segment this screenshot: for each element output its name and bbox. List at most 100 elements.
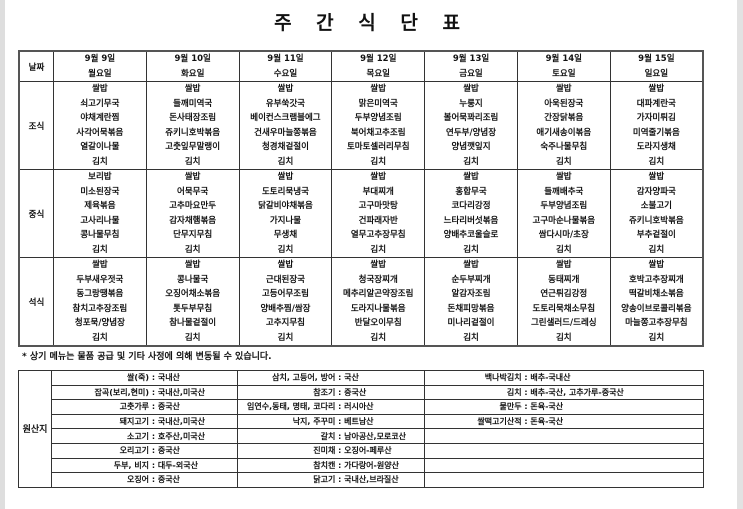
origin-country: 중국산 bbox=[157, 475, 180, 485]
day-header: 9월 10일 화요일 bbox=[145, 50, 240, 82]
menu-cell: 쌀밥 홍합무국 코다리강정 느타리버섯볶음 양배추코울슬로 김치 bbox=[424, 169, 518, 258]
menu-item: 쌀밥 bbox=[92, 260, 108, 270]
origin-cell: 백나박김치 : 배추-국내산 bbox=[423, 370, 705, 386]
origin-label: 원산지 bbox=[17, 370, 53, 488]
weekday: 목요일 bbox=[366, 68, 390, 79]
menu-item: 누룽지 bbox=[459, 98, 483, 109]
menu-item: 쌀밥 bbox=[555, 84, 572, 94]
origin-cell: 돼지고기 : 국내산,미국산 bbox=[51, 413, 239, 430]
day-header: 9월 15일 일요일 bbox=[609, 50, 704, 82]
menu-cell: 쌀밥 맑은미역국 두부양념조림 북어채고추조림 토마토셀러리무침 김치 bbox=[331, 81, 426, 170]
ingredient: 잡곡(보리,현미) bbox=[94, 387, 150, 397]
separator: : bbox=[149, 387, 158, 397]
origin-cell: 두부, 비지 : 대두-외국산 bbox=[51, 457, 239, 474]
origin-cell: 물만두 : 돈육-국산 bbox=[423, 399, 705, 415]
menu-item: 동태찌개 bbox=[548, 274, 580, 285]
ingredient: 닭고기 bbox=[313, 475, 336, 485]
menu-item: 김치 bbox=[277, 332, 294, 343]
origin-country: 배추-국내산 bbox=[530, 373, 571, 383]
menu-cell: 쌀밥 청국장찌개 메추리알곤약장조림 도라지나물볶음 반달오이무침 김치 bbox=[331, 257, 426, 347]
menu-item: 북어채고추조림 bbox=[350, 127, 406, 138]
meal-row-0: 조식 쌀밥 쇠고기무국 야채계란찜 사각어묵볶음 열갈이나물 김치 쌀밥 들깨미역국 돈사태장조림… bbox=[18, 81, 704, 170]
meal-label: 석식 bbox=[18, 257, 54, 347]
ingredient: 진미채 bbox=[313, 446, 336, 456]
separator: : bbox=[149, 446, 158, 456]
menu-item: 연두부/양념장 bbox=[446, 127, 497, 138]
origin-row: 오리고기 : 중국산 진미채 : 오징어-페루산 bbox=[19, 442, 705, 459]
menu-item: 미소된장국 bbox=[80, 186, 120, 197]
menu-item: 쌀밥 bbox=[463, 84, 479, 94]
menu-item: 쌀밥 bbox=[463, 260, 479, 270]
separator: : bbox=[521, 373, 531, 383]
ingredient: 백나박김치 bbox=[484, 373, 522, 383]
separator: : bbox=[335, 460, 345, 470]
menu-item: 쌀밥 bbox=[648, 260, 665, 270]
scrollbar[interactable] bbox=[737, 0, 743, 509]
menu-item: 두부양념조림 bbox=[540, 201, 588, 211]
menu-item: 들깨미역국 bbox=[173, 98, 213, 109]
menu-item: 청경채겉절이 bbox=[261, 142, 309, 152]
origin-country: 국내산,미국산 bbox=[157, 387, 206, 397]
origin-country: 러시아산 bbox=[344, 402, 374, 412]
menu-item: 양배추찜/쌈장 bbox=[260, 303, 311, 314]
separator: : bbox=[521, 417, 531, 427]
menu-item: 코다리강정 bbox=[451, 201, 491, 211]
origin-cell: 잡곡(보리,현미) : 국내산,미국산 bbox=[51, 384, 239, 401]
menu-item: 쌀밥 bbox=[555, 172, 572, 182]
ingredient: 낙지, 주꾸미 bbox=[292, 417, 336, 427]
menu-item: 고춧잎무말랭이 bbox=[165, 142, 221, 152]
origin-cell: 참치캔 : 가다랑어-원양산 bbox=[237, 457, 425, 474]
menu-item: 제육볶음 bbox=[84, 201, 116, 211]
menu-item: 김치 bbox=[648, 156, 665, 167]
menu-item: 참나물겉절이 bbox=[169, 318, 217, 328]
origin-country: 중국산 bbox=[157, 402, 180, 412]
menu-item: 맑은미역국 bbox=[358, 98, 398, 109]
ingredient: 오리고기 bbox=[119, 446, 150, 456]
weekday: 토요일 bbox=[552, 68, 576, 79]
weekday: 금요일 bbox=[459, 68, 483, 79]
origin-country: 중국산 bbox=[344, 387, 367, 397]
separator: : bbox=[335, 475, 345, 485]
ingredient: 돼지고기 bbox=[119, 417, 150, 427]
menu-item: 유부쑥갓국 bbox=[265, 98, 305, 109]
menu-item: 김치 bbox=[92, 332, 108, 343]
origin-cell: 고춧가루 : 중국산 bbox=[51, 399, 239, 415]
origin-row: 두부, 비지 : 대두-외국산 참치캔 : 가다랑어-원양산 bbox=[19, 457, 705, 474]
meal-row-2: 석식 쌀밥 두부새우젓국 동그랑땡볶음 참치고추장조림 청포묵/양념장 김치 쌀밥 콩나물국 오징… bbox=[18, 257, 704, 347]
menu-item: 홍합무국 bbox=[455, 186, 487, 197]
ingredient: 참치캔 bbox=[313, 460, 336, 470]
separator: : bbox=[149, 431, 158, 441]
weekly-menu-table: 날짜 9월 9일 월요일 9월 10일 화요일 9월 11일 수요일 9월 12일 목요일 9월… bbox=[18, 50, 704, 347]
menu-item: 오징어채소볶음 bbox=[165, 289, 221, 299]
menu-cell: 쌀밥 근대된장국 고등어무조림 양배추찜/쌈장 고추지무침 김치 bbox=[238, 257, 333, 347]
separator: : bbox=[335, 446, 345, 456]
separator: : bbox=[335, 387, 345, 397]
menu-item: 쌈다시마/초장 bbox=[538, 230, 589, 240]
ingredient: 삼치, 고등어, 방어 bbox=[272, 373, 336, 383]
menu-cell: 쌀밥 호박고추장찌개 떡갈비채소볶음 양송이브로콜리볶음 마늘쫑고추장무침 김치 bbox=[609, 257, 704, 347]
menu-item: 김치 bbox=[555, 156, 572, 167]
menu-item: 양배추코울슬로 bbox=[443, 230, 499, 240]
menu-item: 김치 bbox=[92, 156, 108, 167]
menu-item: 쌀밥 bbox=[648, 172, 665, 182]
ingredient: 두부, 비지 bbox=[113, 460, 150, 470]
separator: : bbox=[335, 431, 345, 441]
ingredient: 쌀떡고기산적 bbox=[477, 417, 522, 427]
origin-country: 베트남산 bbox=[344, 417, 374, 427]
menu-item: 두부양념조림 bbox=[354, 113, 402, 123]
menu-item: 도토리묵냉국 bbox=[261, 186, 309, 197]
menu-item: 고구마맛탕 bbox=[358, 201, 398, 211]
separator: : bbox=[521, 387, 531, 397]
menu-cell: 쌀밥 동태찌개 연근튀김강정 도토리묵채소무침 그린샐러드/드레싱 김치 bbox=[516, 257, 611, 347]
menu-item: 고구마순나물볶음 bbox=[532, 215, 596, 226]
origin-country: 국내산,브라질산 bbox=[344, 475, 399, 485]
notice: * 상기 메뉴는 물품 공급 및 기타 사정에 의해 변동될 수 있습니다. bbox=[22, 352, 272, 362]
menu-item: 소불고기 bbox=[640, 201, 672, 211]
origin-cell: 소고기 : 호주산,미국산 bbox=[51, 428, 239, 444]
ingredient: 김치 bbox=[506, 387, 522, 397]
menu-item: 호박고추장찌개 bbox=[628, 274, 684, 285]
date: 9월 14일 bbox=[545, 54, 582, 64]
date: 9월 12일 bbox=[360, 54, 397, 64]
menu-item: 떡갈비채소볶음 bbox=[628, 289, 684, 299]
